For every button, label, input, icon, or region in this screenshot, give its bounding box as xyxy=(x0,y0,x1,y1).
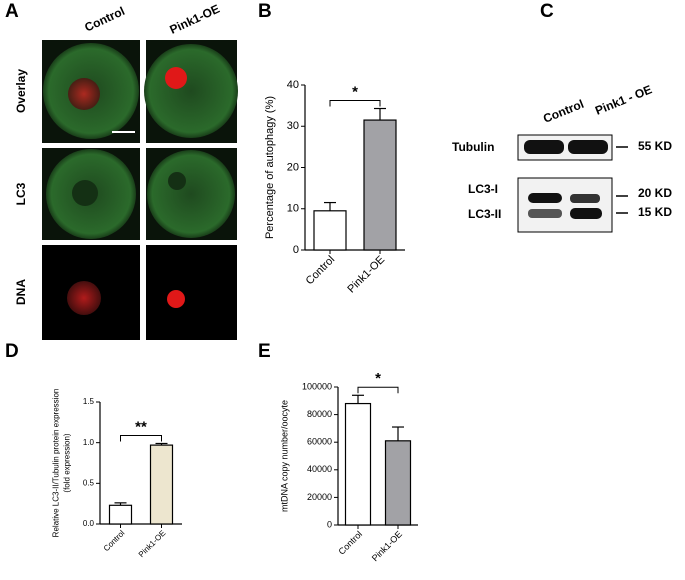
y-tick-label: 0.5 xyxy=(83,478,95,487)
column-label: Control xyxy=(82,4,127,35)
y-tick-label: 0 xyxy=(293,244,299,256)
row-label: DNA xyxy=(14,279,28,305)
bar xyxy=(344,402,372,526)
panel-letter: A xyxy=(5,1,19,22)
significance-bracket xyxy=(357,386,399,394)
band-label: LC3-II xyxy=(468,207,501,221)
column-label: Control xyxy=(541,97,586,126)
bar xyxy=(149,444,174,525)
y-axis-title: mtDNA copy number/oocyte xyxy=(279,400,289,512)
panel-letter: E xyxy=(258,341,271,362)
y-axis-title: Relative LC3-II/Tubulin protein expressi… xyxy=(52,389,61,538)
bar xyxy=(363,119,397,251)
y-tick-label: 80000 xyxy=(307,409,332,419)
bar xyxy=(313,210,347,251)
x-tick-label: Pink1-OE xyxy=(137,529,168,560)
y-tick-label: 20000 xyxy=(307,492,332,502)
size-marker: 15 KD xyxy=(638,205,672,219)
bar xyxy=(384,440,412,526)
row-label: Overlay xyxy=(14,69,28,113)
y-tick-label: 100000 xyxy=(302,381,332,391)
column-label: Pink1-OE xyxy=(168,2,222,37)
y-tick-label: 10 xyxy=(287,203,299,215)
y-tick-label: 30 xyxy=(287,120,299,132)
row-label: LC3 xyxy=(14,182,28,205)
panel-letter: B xyxy=(258,1,272,22)
significance-bracket xyxy=(329,100,381,107)
y-tick-label: 40000 xyxy=(307,464,332,474)
y-tick-label: 1.0 xyxy=(83,438,95,447)
y-axis-title: (fold expression) xyxy=(63,433,72,492)
significance-bracket xyxy=(120,434,162,442)
y-tick-label: 0 xyxy=(327,519,332,529)
y-axis-title: Percentage of autophagy (%) xyxy=(264,96,276,239)
band-label: Tubulin xyxy=(452,140,494,154)
panel-letter: C xyxy=(540,1,554,22)
significance: ** xyxy=(135,418,147,435)
column-label: Pink1 - OE xyxy=(593,82,654,117)
x-tick-label: Pink1-OE xyxy=(345,254,387,296)
y-tick-label: 40 xyxy=(287,79,299,91)
y-tick-label: 60000 xyxy=(307,437,332,447)
y-tick-label: 1.5 xyxy=(83,397,95,406)
x-tick-label: Control xyxy=(337,529,365,557)
band-label: LC3-I xyxy=(468,182,498,196)
western-blot xyxy=(517,134,628,233)
bar xyxy=(108,504,133,525)
significance: * xyxy=(352,83,358,100)
size-marker: 55 KD xyxy=(638,139,672,153)
micrographs xyxy=(42,40,238,340)
panel-letter: D xyxy=(5,341,19,362)
size-marker: 20 KD xyxy=(638,186,672,200)
y-tick-label: 0.0 xyxy=(83,519,95,528)
x-tick-label: Pink1-OE xyxy=(370,529,404,563)
significance: * xyxy=(375,370,381,387)
x-tick-label: Control xyxy=(102,528,127,553)
x-tick-label: Control xyxy=(304,254,338,288)
y-tick-label: 20 xyxy=(287,161,299,173)
